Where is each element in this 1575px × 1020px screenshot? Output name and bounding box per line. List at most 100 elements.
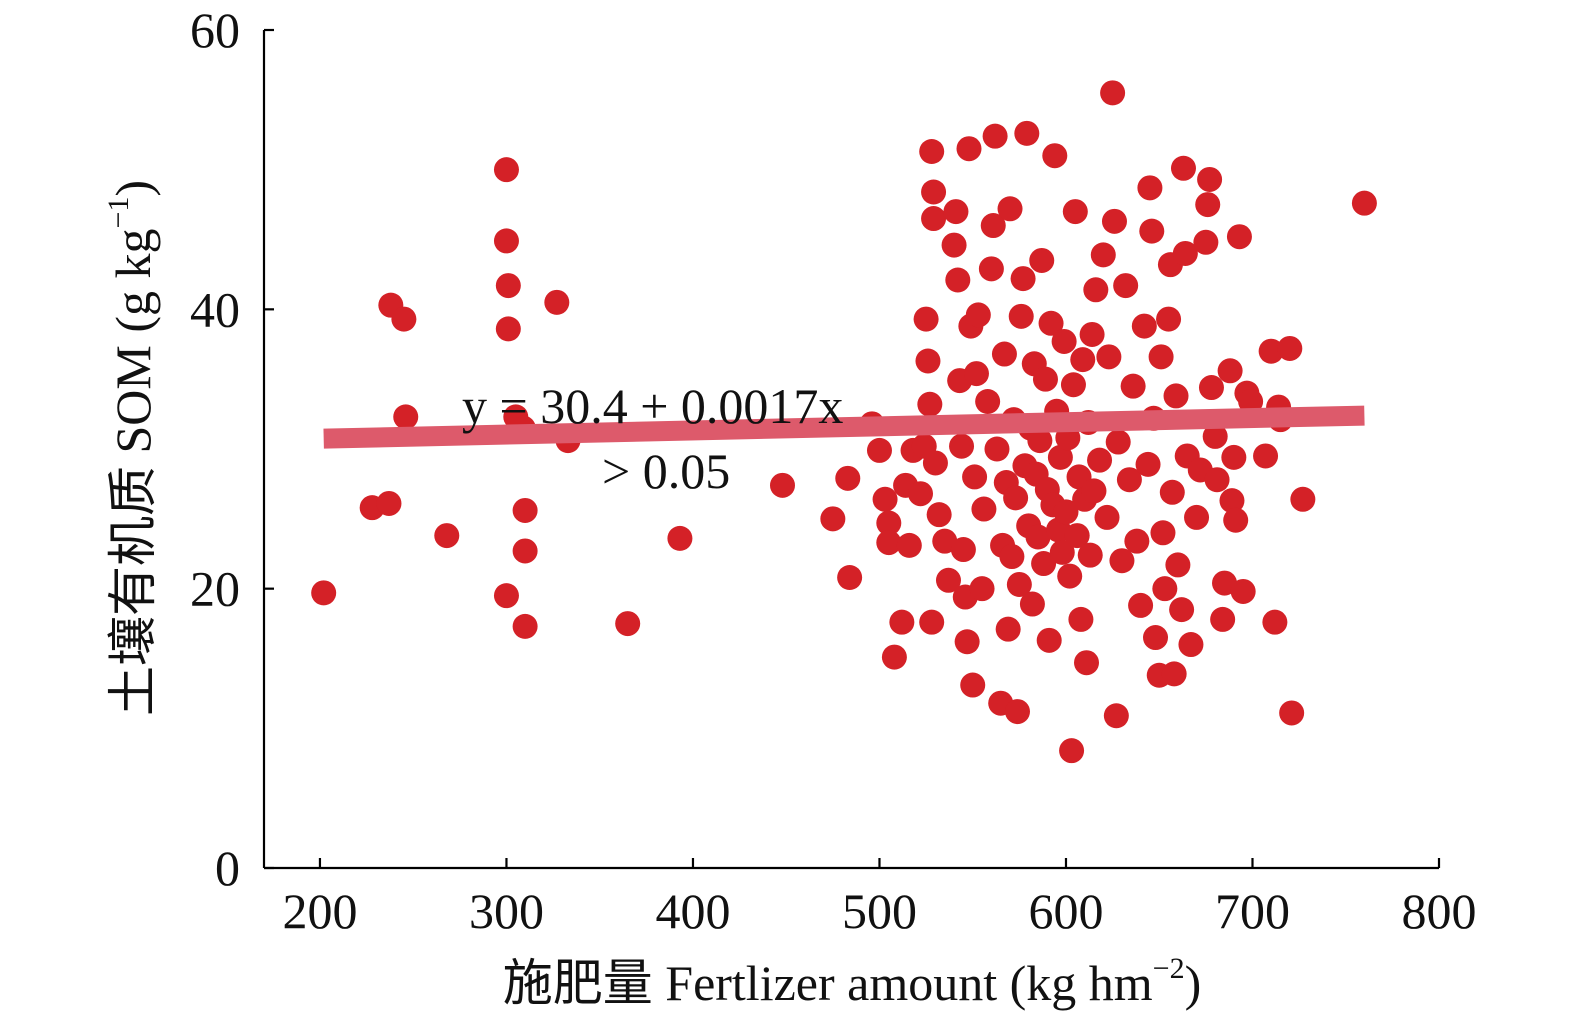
data-point bbox=[1094, 504, 1120, 530]
data-point bbox=[1193, 229, 1219, 255]
data-point bbox=[1042, 143, 1068, 169]
data-point bbox=[896, 532, 922, 558]
data-point bbox=[1198, 375, 1224, 401]
data-point bbox=[1172, 240, 1198, 266]
data-point bbox=[311, 580, 337, 606]
data-point bbox=[1096, 344, 1122, 370]
data-point bbox=[1014, 120, 1040, 146]
data-point bbox=[1139, 218, 1165, 244]
data-point bbox=[1150, 520, 1176, 546]
data-point bbox=[1060, 372, 1086, 398]
data-point bbox=[975, 389, 1001, 415]
data-point bbox=[962, 464, 988, 490]
data-point bbox=[1148, 344, 1174, 370]
data-point bbox=[1223, 507, 1249, 533]
data-point bbox=[1031, 551, 1057, 577]
data-point bbox=[835, 465, 861, 491]
p-value-annotation: > 0.05 bbox=[602, 443, 730, 499]
data-point bbox=[876, 510, 902, 536]
data-point bbox=[971, 496, 997, 522]
data-point bbox=[1083, 277, 1109, 303]
data-point bbox=[1170, 155, 1196, 181]
data-point bbox=[1230, 578, 1256, 604]
data-point bbox=[1109, 548, 1135, 574]
data-point bbox=[667, 525, 693, 551]
data-point bbox=[1064, 523, 1090, 549]
data-point bbox=[1008, 303, 1034, 329]
data-point bbox=[984, 436, 1010, 462]
data-point bbox=[1101, 208, 1127, 234]
data-point bbox=[915, 348, 941, 374]
data-point bbox=[769, 472, 795, 498]
data-point bbox=[495, 316, 521, 342]
data-point bbox=[512, 497, 538, 523]
data-point bbox=[982, 123, 1008, 149]
data-point bbox=[1070, 347, 1096, 373]
data-point bbox=[615, 611, 641, 637]
x-axis: 200 300 400 500 600 700 800 bbox=[264, 858, 1477, 939]
x-axis-title: 施肥量 Fertlizer amount (kg hm−2) bbox=[503, 952, 1201, 1011]
data-point bbox=[1253, 443, 1279, 469]
data-point bbox=[1025, 524, 1051, 550]
data-point bbox=[926, 502, 952, 528]
x-axis-title-end: ) bbox=[1185, 955, 1202, 1011]
data-point bbox=[493, 583, 519, 609]
data-point bbox=[1103, 703, 1129, 729]
data-point bbox=[376, 490, 402, 516]
data-point bbox=[1029, 247, 1055, 273]
data-point bbox=[1062, 199, 1088, 225]
data-point bbox=[1152, 576, 1178, 602]
y-tick-label: 20 bbox=[190, 561, 240, 617]
data-point bbox=[876, 530, 902, 556]
data-point bbox=[393, 404, 419, 430]
data-point bbox=[434, 523, 460, 549]
x-tick-label: 200 bbox=[282, 883, 357, 939]
data-point bbox=[919, 139, 945, 165]
data-point bbox=[512, 613, 538, 639]
data-point bbox=[945, 267, 971, 293]
x-tick-label: 800 bbox=[1402, 883, 1477, 939]
y-tick-label: 60 bbox=[190, 2, 240, 58]
data-point bbox=[1100, 80, 1126, 106]
y-tick-label: 0 bbox=[215, 840, 240, 896]
data-point bbox=[1169, 597, 1195, 623]
data-point bbox=[1135, 451, 1161, 477]
data-point bbox=[950, 537, 976, 563]
data-point bbox=[1049, 539, 1075, 565]
data-point bbox=[997, 196, 1023, 222]
data-point bbox=[1210, 606, 1236, 632]
data-point bbox=[1059, 738, 1085, 764]
data-point bbox=[1032, 366, 1058, 392]
data-point bbox=[1262, 609, 1288, 635]
data-point bbox=[1258, 338, 1284, 364]
x-tick-label: 700 bbox=[1215, 883, 1290, 939]
data-point bbox=[1068, 606, 1094, 632]
data-point bbox=[1221, 444, 1247, 470]
x-tick-label: 500 bbox=[842, 883, 917, 939]
data-point bbox=[995, 616, 1021, 642]
data-point bbox=[949, 433, 975, 459]
data-point bbox=[1204, 467, 1230, 493]
y-axis-title-sup: −1 bbox=[102, 197, 135, 229]
data-point bbox=[999, 544, 1025, 570]
data-point bbox=[1197, 166, 1223, 192]
data-point bbox=[919, 609, 945, 635]
x-tick-label: 600 bbox=[1028, 883, 1103, 939]
data-point bbox=[980, 213, 1006, 239]
x-axis-title-sup: −2 bbox=[1153, 952, 1185, 985]
data-point bbox=[1178, 632, 1204, 658]
data-point bbox=[1087, 447, 1113, 473]
data-point bbox=[1238, 389, 1264, 415]
data-point bbox=[956, 136, 982, 162]
x-tick-label: 400 bbox=[655, 883, 730, 939]
data-point bbox=[495, 273, 521, 299]
data-point bbox=[1057, 563, 1083, 589]
data-point bbox=[922, 450, 948, 476]
data-point bbox=[1074, 650, 1099, 676]
data-point bbox=[921, 179, 947, 205]
data-point bbox=[820, 506, 846, 532]
data-point bbox=[935, 567, 961, 593]
data-point bbox=[1161, 661, 1187, 687]
y-axis: 0 20 40 60 bbox=[190, 2, 274, 896]
